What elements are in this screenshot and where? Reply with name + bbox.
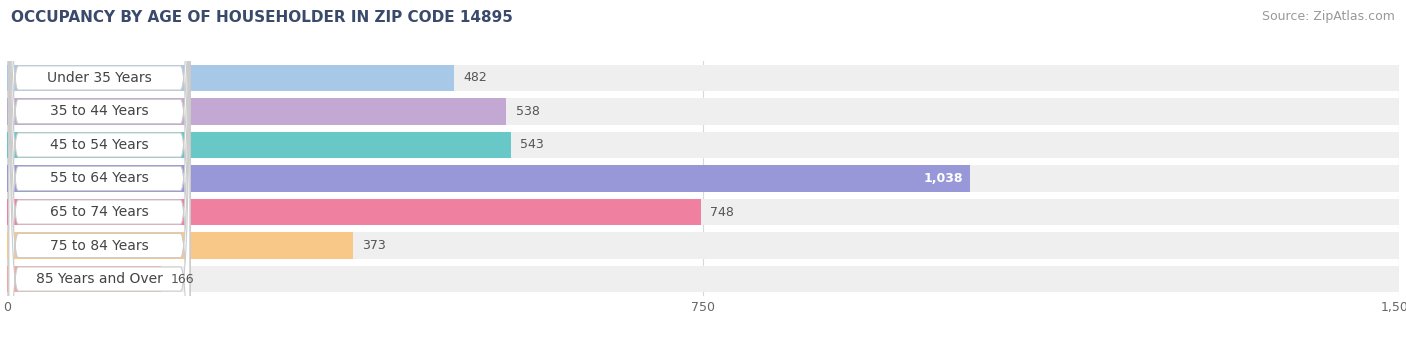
Bar: [7, 199, 702, 225]
Text: 166: 166: [170, 273, 194, 286]
Bar: [7, 266, 162, 292]
Text: 45 to 54 Years: 45 to 54 Years: [51, 138, 149, 152]
FancyBboxPatch shape: [8, 0, 190, 340]
Text: Source: ZipAtlas.com: Source: ZipAtlas.com: [1261, 10, 1395, 23]
Text: 1,038: 1,038: [924, 172, 963, 185]
FancyBboxPatch shape: [8, 0, 190, 340]
Bar: [7, 166, 970, 191]
FancyBboxPatch shape: [8, 0, 190, 340]
Text: 85 Years and Over: 85 Years and Over: [37, 272, 163, 286]
Bar: [7, 166, 1399, 191]
Text: 482: 482: [464, 71, 488, 84]
Text: 538: 538: [516, 105, 540, 118]
Bar: [7, 199, 1399, 225]
Bar: [7, 65, 1399, 91]
FancyBboxPatch shape: [8, 0, 190, 340]
Bar: [7, 98, 506, 124]
Text: OCCUPANCY BY AGE OF HOUSEHOLDER IN ZIP CODE 14895: OCCUPANCY BY AGE OF HOUSEHOLDER IN ZIP C…: [11, 10, 513, 25]
Bar: [7, 233, 1399, 259]
Text: 65 to 74 Years: 65 to 74 Years: [51, 205, 149, 219]
Bar: [7, 98, 1399, 124]
Bar: [7, 65, 454, 91]
Text: 748: 748: [710, 205, 734, 219]
Bar: [7, 132, 1399, 158]
Text: Under 35 Years: Under 35 Years: [46, 71, 152, 85]
Text: 75 to 84 Years: 75 to 84 Years: [51, 239, 149, 253]
FancyBboxPatch shape: [8, 0, 190, 340]
Text: 373: 373: [363, 239, 387, 252]
Bar: [7, 266, 1399, 292]
FancyBboxPatch shape: [8, 0, 190, 340]
Text: 35 to 44 Years: 35 to 44 Years: [51, 104, 149, 118]
Bar: [7, 233, 353, 259]
Bar: [7, 132, 510, 158]
FancyBboxPatch shape: [8, 0, 190, 340]
Text: 55 to 64 Years: 55 to 64 Years: [51, 171, 149, 186]
Text: 543: 543: [520, 138, 544, 152]
